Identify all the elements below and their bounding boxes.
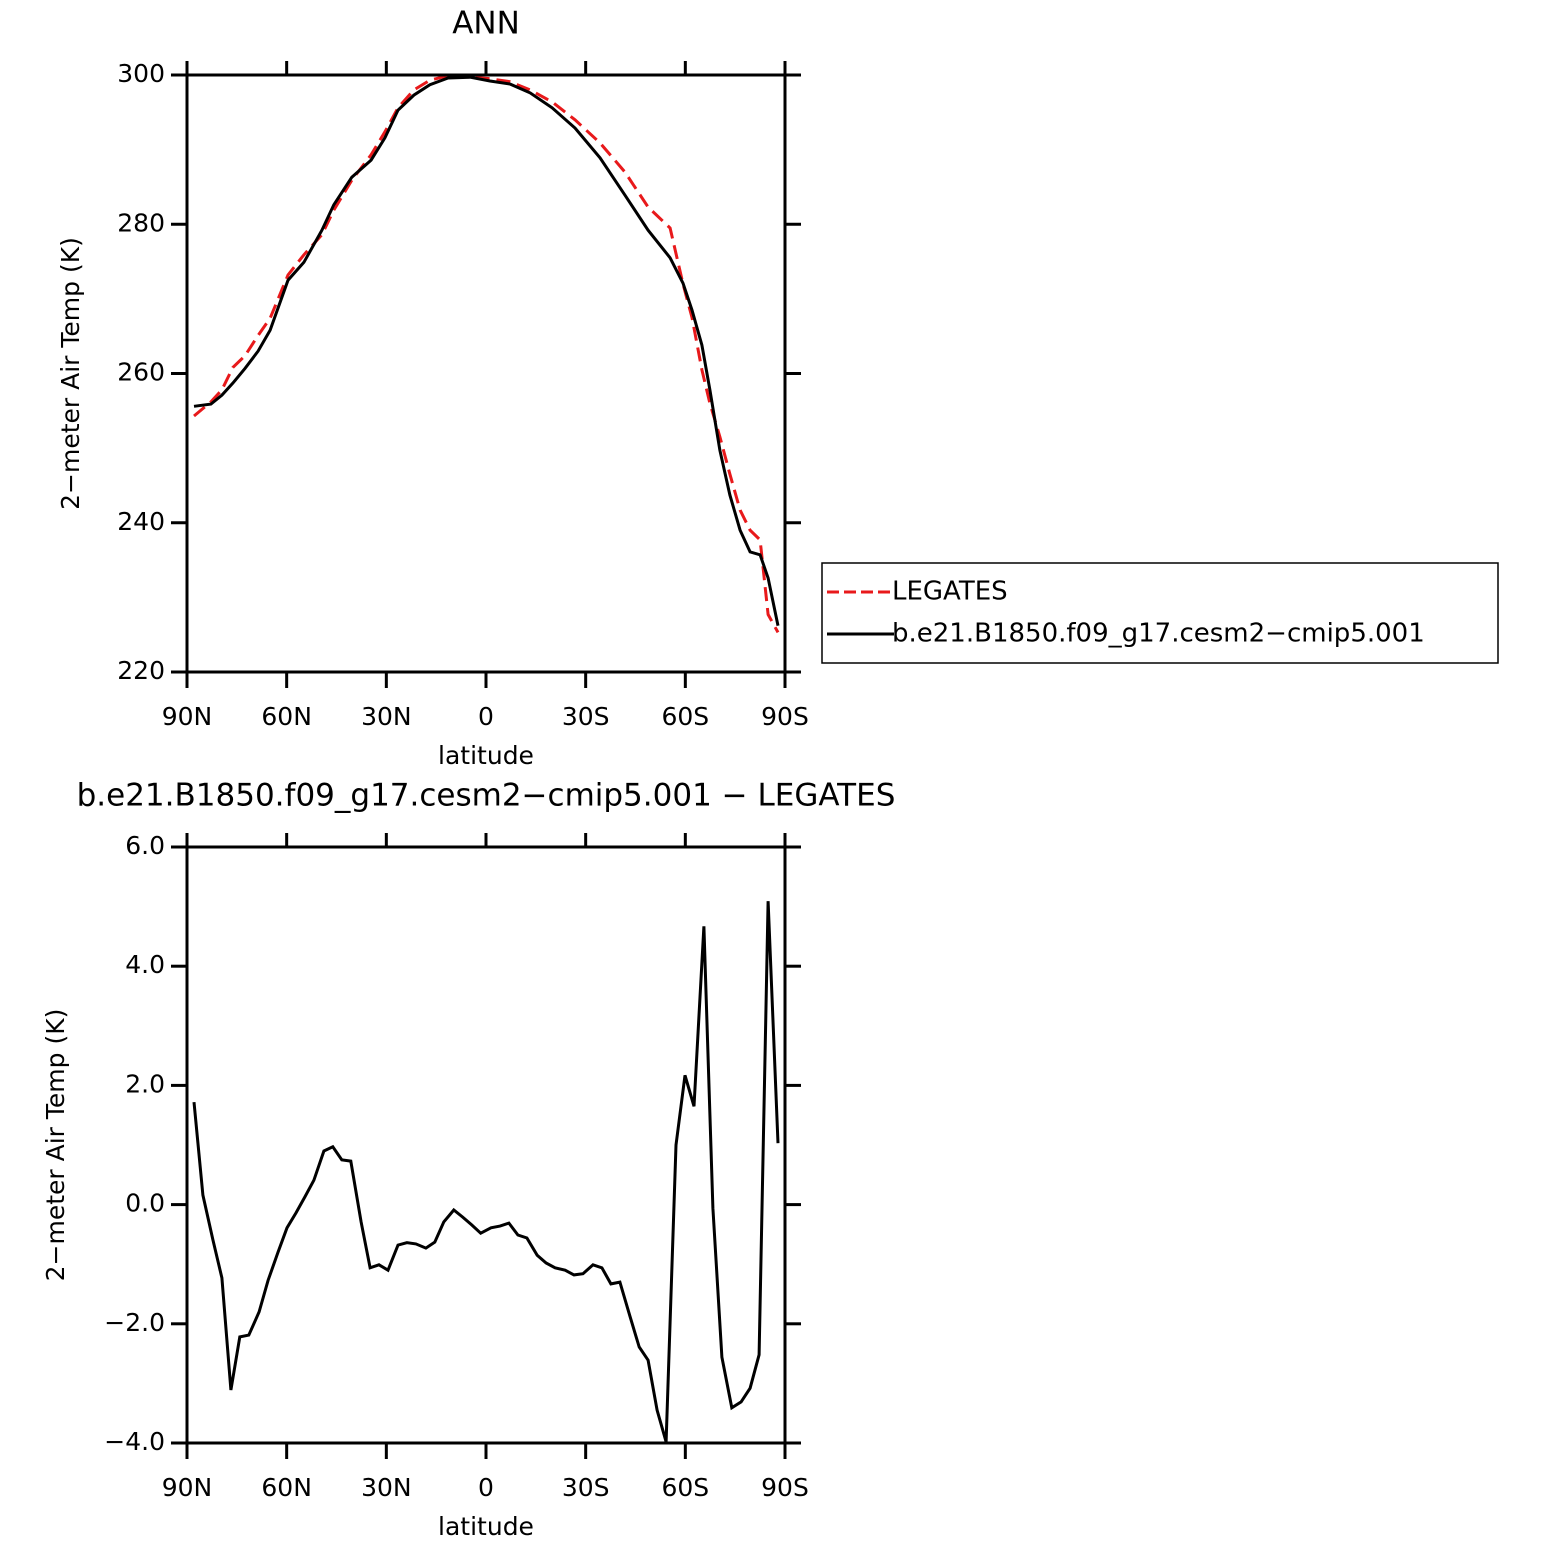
x-axis-label: latitude [438, 1512, 534, 1541]
y-tick-label: 6.0 [125, 831, 165, 860]
data-line [193, 74, 780, 634]
y-tick-label: 2.0 [125, 1069, 165, 1098]
data-line [193, 75, 780, 627]
y-axis-label: 2−meter Air Temp (K) [41, 1009, 70, 1282]
x-tick-label: 90S [761, 1473, 809, 1502]
legend-label: b.e21.B1850.f09_g17.cesm2−cmip5.001 [892, 619, 1425, 649]
y-tick-label: 260 [117, 358, 165, 387]
x-tick-label: 90N [162, 1473, 213, 1502]
x-tick-label: 30S [562, 702, 610, 731]
y-tick-label: 0.0 [125, 1189, 165, 1218]
x-tick-label: 60S [661, 1473, 709, 1502]
legend-box [821, 562, 1499, 664]
x-tick-label: 60N [261, 1473, 312, 1502]
y-tick-label: 220 [117, 656, 165, 685]
plot-frame [185, 845, 787, 1445]
y-tick-label: −2.0 [104, 1308, 165, 1337]
x-tick-label: 30N [361, 702, 412, 731]
y-tick-label: −4.0 [104, 1427, 165, 1456]
y-tick-label: 240 [117, 507, 165, 536]
x-tick-label: 30S [562, 1473, 610, 1502]
x-tick-label: 0 [478, 702, 494, 731]
y-tick-label: 4.0 [125, 950, 165, 979]
x-tick-label: 90S [761, 702, 809, 731]
x-tick-label: 0 [478, 1473, 494, 1502]
x-tick-label: 90N [162, 702, 213, 731]
chart-title: b.e21.B1850.f09_g17.cesm2−cmip5.001 − LE… [77, 778, 896, 814]
x-axis-label: latitude [438, 741, 534, 770]
x-tick-label: 60N [261, 702, 312, 731]
y-tick-label: 280 [117, 208, 165, 237]
x-tick-label: 60S [661, 702, 709, 731]
plot-frame [185, 73, 787, 674]
data-line [192, 901, 780, 1443]
y-tick-label: 300 [117, 59, 165, 88]
legend-label: LEGATES [892, 577, 1008, 607]
chart-title: ANN [452, 6, 520, 42]
x-tick-label: 30N [361, 1473, 412, 1502]
y-axis-label: 2−meter Air Temp (K) [56, 237, 85, 510]
